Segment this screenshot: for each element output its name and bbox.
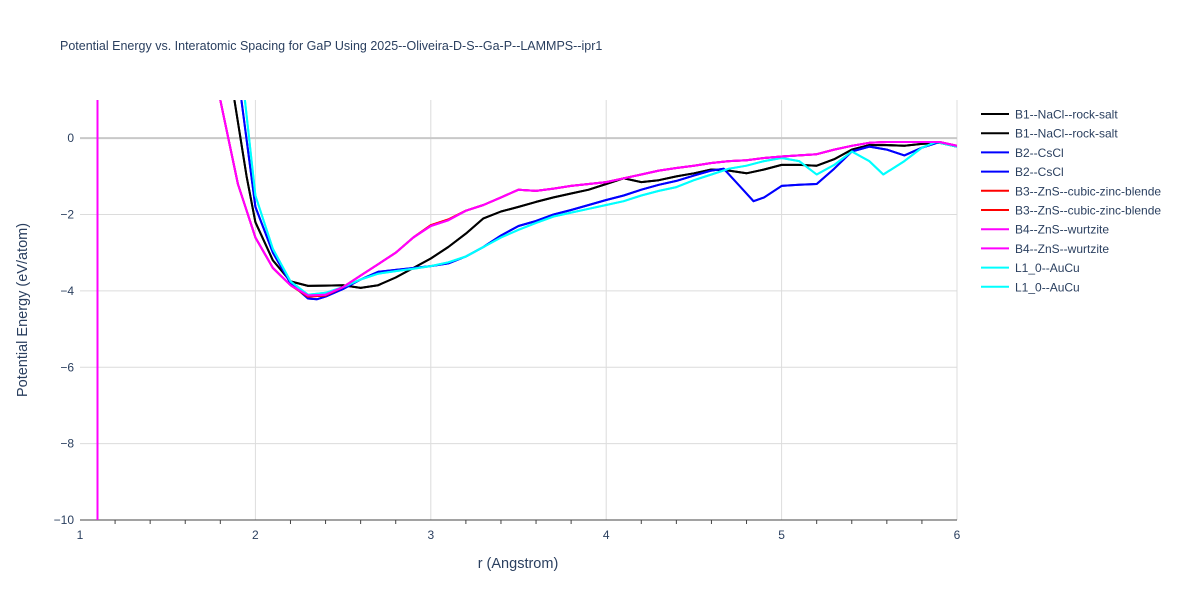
x-tick-label: 5: [778, 528, 785, 542]
legend-label: B3--ZnS--cubic-zinc-blende: [1015, 204, 1161, 218]
x-tick-label: 6: [954, 528, 961, 542]
legend-label: B2--CsCl: [1015, 146, 1064, 160]
legend-item[interactable]: B3--ZnS--cubic-zinc-blende: [981, 204, 1161, 218]
y-tick-label: −4: [60, 284, 74, 298]
legend-item[interactable]: B1--NaCl--rock-salt: [981, 127, 1118, 141]
y-tick-label: −8: [60, 437, 74, 451]
legend-item[interactable]: B4--ZnS--wurtzite: [981, 223, 1109, 237]
series-line-b1-nacl-rock-salt: [233, 100, 957, 289]
series-line-l1-0-aucu: [243, 100, 957, 296]
legend-label: B3--ZnS--cubic-zinc-blende: [1015, 184, 1161, 198]
y-tick-label: −10: [54, 513, 75, 527]
series-line-b2-cscl: [240, 100, 957, 301]
legend-item[interactable]: B3--ZnS--cubic-zinc-blende: [981, 184, 1161, 198]
legend-label: B1--NaCl--rock-salt: [1015, 108, 1118, 122]
y-tick-label: 0: [67, 131, 74, 145]
x-tick-label: 1: [77, 528, 84, 542]
legend-label: B2--CsCl: [1015, 165, 1064, 179]
legend-label: B4--ZnS--wurtzite: [1015, 223, 1109, 237]
legend-item[interactable]: B2--CsCl: [981, 165, 1064, 179]
chart-title: Potential Energy vs. Interatomic Spacing…: [60, 39, 602, 53]
x-tick-label: 2: [252, 528, 259, 542]
x-axis-label: r (Angstrom): [478, 556, 559, 572]
legend-label: L1_0--AuCu: [1015, 261, 1080, 275]
series-line-b4-zns-wurtzite: [96, 100, 957, 520]
x-tick-label: 3: [427, 528, 434, 542]
legend-item[interactable]: B2--CsCl: [981, 146, 1064, 160]
legend-item[interactable]: L1_0--AuCu: [981, 261, 1080, 275]
y-tick-label: −6: [60, 360, 74, 374]
legend-label: B1--NaCl--rock-salt: [1015, 127, 1118, 141]
series-line-b3-zns-cubic-zinc-blende: [96, 100, 957, 520]
series-line-l1-0-aucu: [243, 100, 957, 296]
y-axis-label: Potential Energy (eV/atom): [15, 223, 31, 397]
legend-label: L1_0--AuCu: [1015, 280, 1080, 294]
legend-label: B4--ZnS--wurtzite: [1015, 242, 1109, 256]
legend-item[interactable]: B4--ZnS--wurtzite: [981, 242, 1109, 256]
x-tick-label: 4: [603, 528, 610, 542]
series-line-b4-zns-wurtzite: [96, 100, 957, 520]
series-line-b2-cscl: [240, 100, 957, 301]
legend-item[interactable]: L1_0--AuCu: [981, 280, 1080, 294]
legend-item[interactable]: B1--NaCl--rock-salt: [981, 108, 1118, 122]
series-line-b3-zns-cubic-zinc-blende: [96, 100, 957, 520]
y-tick-label: −2: [60, 208, 74, 222]
series-line-b1-nacl-rock-salt: [233, 100, 957, 289]
